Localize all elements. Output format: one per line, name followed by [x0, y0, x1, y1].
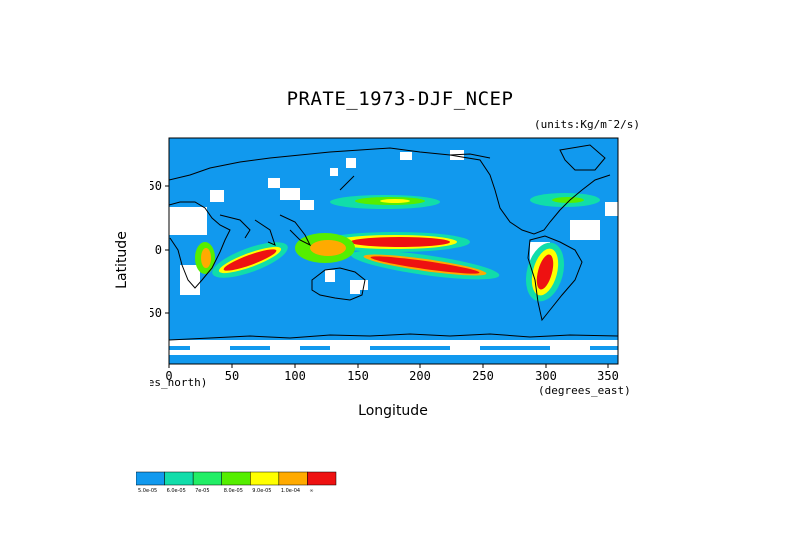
x-tick-350: 350	[597, 369, 619, 383]
colorbar-labels: 5.0e-05 6.0e-05 7e-05 8.0e-05 9.0e-05 1.0e-04…	[138, 488, 314, 494]
colorbar-label-2: 7e-05	[195, 488, 209, 494]
colorbar-label-0: 5.0e-05	[138, 488, 157, 494]
y-tick-0: 0	[155, 243, 162, 257]
y-unit-label: (degrees_north)	[150, 376, 207, 389]
colorbar-label-1: 6.0e-05	[167, 488, 186, 494]
y-axis-title: Latitude	[114, 231, 130, 289]
colorbar-swatch-3	[221, 471, 251, 486]
x-tick-300: 300	[535, 369, 557, 383]
x-axis-ticks	[168, 364, 609, 368]
colorbar: 5.0e-05 6.0e-05 7e-05 8.0e-05 9.0e-05 1.0e-04…	[136, 471, 337, 494]
y-tick-50: 50	[150, 179, 162, 193]
y-axis-ticks	[165, 185, 169, 314]
colorbar-swatch-4	[250, 471, 280, 486]
x-unit-label: (degrees_east)	[538, 384, 631, 397]
colorbar-swatch-5	[278, 471, 308, 486]
colorbar-label-6: ∞	[309, 488, 313, 494]
x-axis-title: Longitude	[358, 403, 428, 419]
colorbar-swatch-0	[136, 471, 165, 486]
colorbar-swatch-2	[192, 471, 222, 486]
x-tick-100: 100	[284, 369, 306, 383]
x-tick-250: 250	[472, 369, 494, 383]
colorbar-swatch-6	[307, 471, 337, 486]
x-tick-50: 50	[225, 369, 239, 383]
y-axis-title-wrapper: Latitude	[114, 231, 130, 289]
x-tick-200: 200	[409, 369, 431, 383]
colorbar-label-3: 8.0e-05	[224, 488, 243, 494]
x-tick-0: 0	[165, 369, 172, 383]
y-tick-neg50: −50	[150, 306, 162, 320]
colorbar-swatches	[136, 471, 337, 486]
map-title: PRATE_1973-DJF_NCEP	[286, 88, 514, 110]
colorbar-swatch-1	[164, 471, 194, 486]
x-tick-150: 150	[347, 369, 369, 383]
precipitation-map: 0 50 100 150 200 250 300 350 50 0 −50 (d…	[150, 137, 631, 419]
plot-frame	[168, 137, 619, 365]
colorbar-label-5: 1.0e-04	[281, 488, 300, 494]
units-label: (units:Kg/m¯2/s)	[534, 118, 640, 131]
colorbar-label-4: 9.0e-05	[252, 488, 271, 494]
map-plot-area	[169, 138, 618, 364]
coastlines	[169, 144, 618, 341]
